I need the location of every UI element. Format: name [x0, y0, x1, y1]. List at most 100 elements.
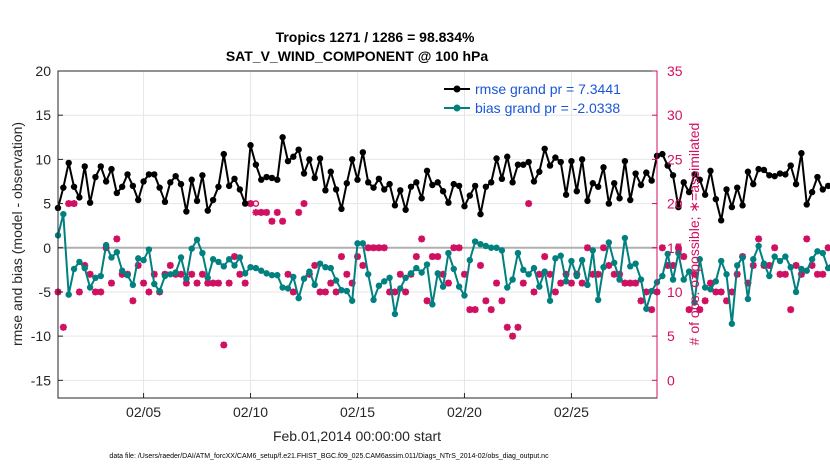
obs-assimilated-point	[391, 288, 399, 296]
rmse-point	[375, 175, 383, 183]
obs-star-stroke	[782, 271, 789, 278]
obs-star-stroke	[402, 288, 409, 296]
rmse-point	[557, 158, 564, 166]
obs-star-stroke	[461, 271, 468, 278]
rmse-point	[113, 189, 121, 197]
obs-assimilated-point	[637, 297, 645, 305]
bias-point	[776, 257, 784, 265]
bias-point	[252, 264, 260, 272]
obs-assimilated-point	[188, 270, 196, 278]
rmse-point	[92, 173, 99, 181]
y-right-tick-label: 0	[667, 372, 675, 388]
rmse-point	[434, 179, 441, 186]
bias-point	[466, 256, 474, 264]
bias-point	[712, 278, 720, 285]
rmse-point	[418, 195, 425, 202]
y-left-tick-label: 15	[35, 107, 51, 123]
bias-point	[381, 278, 388, 285]
rmse-point	[284, 157, 292, 165]
obs-assimilated-point	[803, 235, 811, 243]
obs-star-stroke	[466, 306, 474, 313]
bias-point	[611, 259, 618, 266]
obs-star-stroke	[300, 200, 308, 207]
obs-assimilated-point	[696, 306, 704, 314]
rmse-point	[611, 180, 618, 187]
bias-point	[129, 281, 137, 289]
bias-point	[311, 281, 318, 289]
rmse-point	[766, 172, 773, 179]
obs-star-stroke	[482, 297, 490, 305]
obs-star-stroke	[113, 235, 121, 243]
bias-point	[118, 267, 126, 274]
obs-star-stroke	[525, 200, 532, 207]
rmse-point	[477, 210, 484, 218]
rmse-point	[429, 181, 436, 189]
y-right-tick-label: 25	[667, 151, 683, 167]
bias-point	[124, 271, 131, 279]
obs-assimilated-point	[91, 288, 99, 296]
bias-point	[477, 241, 484, 248]
bias-point	[498, 247, 506, 254]
obs-star-stroke	[717, 288, 725, 296]
rmse-point	[466, 192, 474, 199]
bias-point	[92, 274, 99, 282]
obs-assimilated-point	[685, 306, 693, 314]
bias-point	[386, 274, 393, 282]
rmse-point	[717, 217, 725, 224]
bias-point	[627, 263, 634, 270]
obs-assimilated-point	[75, 288, 83, 296]
rmse-point	[669, 172, 677, 179]
obs-assimilated-point	[498, 297, 506, 305]
obs-assimilated-point	[107, 279, 115, 287]
obs-star-stroke	[220, 341, 228, 349]
obs-assimilated-point	[295, 208, 303, 216]
rmse-point	[108, 165, 115, 173]
bias-point	[734, 262, 741, 269]
rmse-point	[760, 166, 768, 174]
obs-star-stroke	[268, 218, 276, 225]
rmse-point	[359, 149, 367, 156]
bias-point	[808, 256, 816, 263]
rmse-point	[70, 183, 78, 190]
bias-point	[177, 254, 185, 261]
rmse-point	[295, 146, 302, 153]
x-tick-label: 02/10	[233, 404, 268, 420]
obs-star-stroke	[413, 253, 420, 260]
rmse-point	[76, 194, 83, 201]
obs-assimilated-point	[418, 235, 426, 243]
obs-assimilated-point	[289, 288, 297, 296]
bias-point	[557, 252, 564, 259]
bias-point	[696, 256, 703, 263]
bias-point	[450, 265, 457, 273]
rmse-point	[707, 167, 714, 175]
obs-star-stroke	[471, 306, 479, 313]
obs-assimilated-point	[541, 253, 549, 261]
rmse-point	[118, 183, 126, 190]
bias-point	[295, 294, 302, 302]
obs-star-stroke	[712, 288, 720, 296]
bias-point	[135, 255, 142, 262]
obs-star-stroke	[584, 244, 591, 251]
obs-star-stroke	[204, 279, 211, 287]
rmse-point	[493, 155, 500, 162]
rmse-point	[177, 180, 185, 188]
bias-point	[86, 284, 94, 291]
obs-assimilated-point	[428, 253, 436, 261]
rmse-point	[193, 197, 201, 205]
bias-point	[220, 263, 227, 270]
rmse-point	[504, 153, 511, 160]
rmse-point	[530, 178, 538, 185]
rmse-point	[648, 177, 655, 184]
obs-assimilated-point	[311, 261, 319, 269]
bias-point	[573, 272, 580, 280]
obs-star-stroke	[290, 288, 297, 296]
rmse-point	[562, 191, 570, 198]
obs-assimilated-point	[327, 279, 335, 287]
rmse-point	[819, 186, 826, 193]
bias-point	[258, 267, 265, 274]
rmse-point	[236, 186, 244, 193]
bias-point	[616, 276, 623, 283]
rmse-point	[354, 176, 361, 183]
obs-assimilated-point	[551, 288, 559, 296]
obs-star-stroke	[766, 262, 773, 269]
